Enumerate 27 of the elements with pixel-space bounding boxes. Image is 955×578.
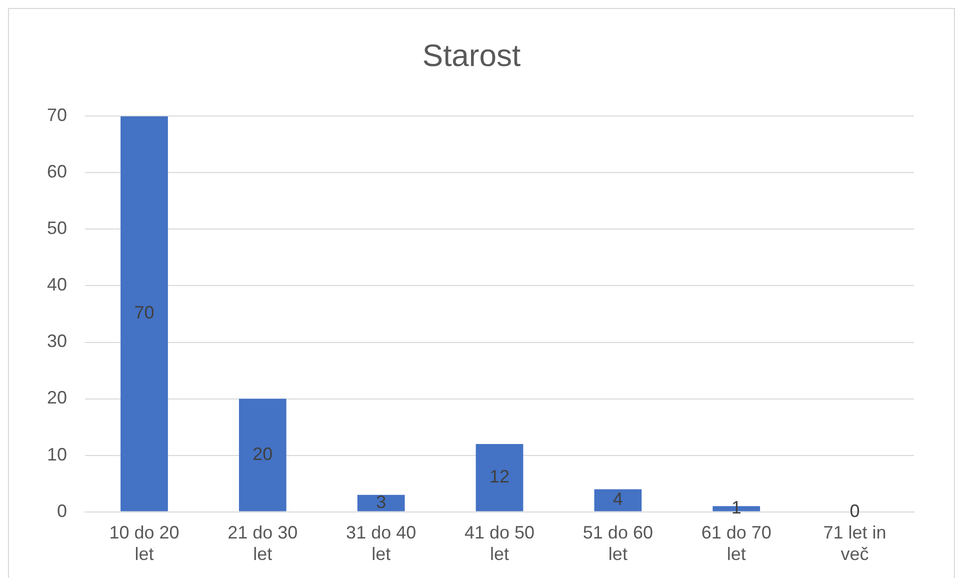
y-tick-label: 10 [46, 444, 68, 464]
y-tick-label: 0 [57, 500, 68, 521]
y-tick-label: 30 [46, 331, 68, 352]
bar [238, 398, 286, 512]
data-label: 3 [376, 492, 386, 512]
data-label: 0 [850, 500, 860, 521]
bar [357, 494, 405, 512]
bar [120, 116, 168, 512]
data-label: 70 [134, 302, 154, 323]
chart-title: Starost [422, 38, 521, 74]
y-tick-label: 60 [46, 162, 68, 182]
x-tick-label: 10 do 20 let [109, 522, 180, 564]
data-label: 12 [489, 466, 510, 487]
y-tick-label: 20 [46, 388, 68, 408]
data-label: 20 [252, 444, 273, 464]
x-tick-label: 61 do 70 let [701, 522, 772, 564]
y-tick-label: 50 [46, 218, 68, 238]
x-tick-label: 21 do 30 let [228, 522, 298, 564]
bar [594, 489, 642, 512]
x-tick-label: 71 let in več [823, 522, 886, 564]
x-tick-label: 41 do 50 let [464, 522, 535, 564]
y-tick-label: 70 [46, 105, 68, 126]
y-tick-label: 40 [46, 274, 68, 295]
bar [476, 444, 524, 512]
data-label: 4 [612, 489, 623, 510]
x-tick-label: 31 do 40 let [346, 522, 416, 564]
x-tick-label: 51 do 60 let [582, 522, 653, 564]
